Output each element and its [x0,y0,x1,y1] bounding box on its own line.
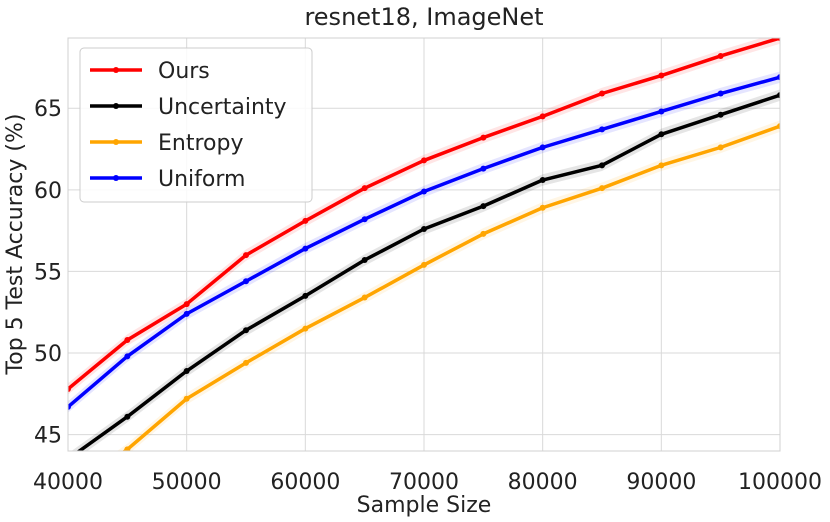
series-entropy [117,120,780,451]
series-ours-point [302,217,309,224]
y-tick-label: 60 [34,179,62,204]
series-ours-point [539,113,546,120]
y-tick-label: 45 [34,424,62,449]
series-uncertainty-point [124,413,131,420]
series-uniform-point [539,144,546,151]
chart-title: resnet18, ImageNet [304,3,543,31]
series-uniform-point [183,310,190,317]
legend-label-uncertainty: Uncertainty [158,95,287,120]
x-tick-label: 90000 [626,470,696,495]
series-uncertainty-point [480,203,487,210]
series-entropy-point [658,162,665,169]
series-ours-point [658,72,665,79]
y-tick-label: 65 [34,97,62,122]
series-entropy-point [243,359,249,366]
series-uniform-point [243,278,249,285]
series-ours-point [599,90,605,97]
series-ours-point [243,252,249,259]
x-tick-label: 80000 [508,470,578,495]
series-entropy-point [717,144,724,151]
series-uniform-point [68,403,71,410]
x-tick-label: 60000 [270,470,340,495]
legend-marker-entropy [113,139,119,145]
series-uniform-point [361,216,368,223]
x-tick-label: 100000 [738,470,822,495]
series-uncertainty-point [777,92,780,99]
series-uniform-point [302,245,309,252]
x-tick-label: 50000 [152,470,222,495]
series-ours-point [68,385,71,392]
series-uniform [68,71,780,413]
series-uniform-point [777,74,780,81]
series-uncertainty-point [717,111,724,118]
y-axis-label: Top 5 Test Accuracy (%) [3,114,28,376]
legend-marker-uniform [113,175,119,181]
series-entropy-point [124,446,131,451]
y-tick-label: 50 [34,342,62,367]
legend-label-entropy: Entropy [158,131,243,156]
series-entropy-point [599,185,605,192]
series-uncertainty-point [599,162,605,169]
series-uniform-point [717,90,724,97]
legend-label-uniform: Uniform [158,167,245,192]
series-uniform-point [124,353,131,360]
series-ours [68,38,780,395]
series-entropy-point [539,204,546,211]
series-entropy-point [183,395,190,402]
series-uncertainty-point [243,327,249,334]
x-axis-label: Sample Size [357,493,492,518]
series-ours-point [124,336,131,343]
series-entropy-point [777,123,780,130]
series-uncertainty-point [361,257,368,264]
series-uncertainty-point [302,292,309,299]
legend-label-ours: Ours [158,59,210,84]
series-uncertainty-point [183,368,190,375]
legend-marker-ours [113,67,119,73]
legend-marker-uncertainty [113,103,119,109]
series-uncertainty-point [421,225,427,232]
plot-frame [67,37,781,452]
series-ours-point [480,134,487,141]
series-uniform-point [658,108,665,115]
series-ours-point [361,185,368,192]
x-tick-label: 40000 [33,470,103,495]
series-uncertainty-point [539,177,546,184]
series-uniform-point [599,126,605,133]
series-ours-point [421,157,427,164]
series-ours-point [717,52,724,59]
series-uncertainty [65,89,780,462]
series-layer [65,38,780,462]
series-uncertainty-point [65,456,71,462]
x-axis-ticks: 40000 50000 60000 70000 80000 90000 100000 [33,470,822,495]
y-tick-label: 55 [34,260,62,285]
series-uniform-point [421,188,427,195]
series-entropy-point [361,294,368,301]
series-entropy-point [421,261,427,268]
series-ours-point [183,301,190,308]
x-tick-label: 70000 [389,470,459,495]
series-uncertainty-point [658,131,665,138]
series-ours-point [777,38,780,41]
legend-box [79,47,313,203]
series-entropy-band [117,120,780,451]
series-uniform-point [480,165,487,172]
y-axis-ticks: 45 50 55 60 65 [34,97,62,448]
series-entropy-point [480,230,487,237]
series-entropy-point [302,325,309,332]
legend: Ours Uncertainty Entropy Uniform [79,47,313,203]
